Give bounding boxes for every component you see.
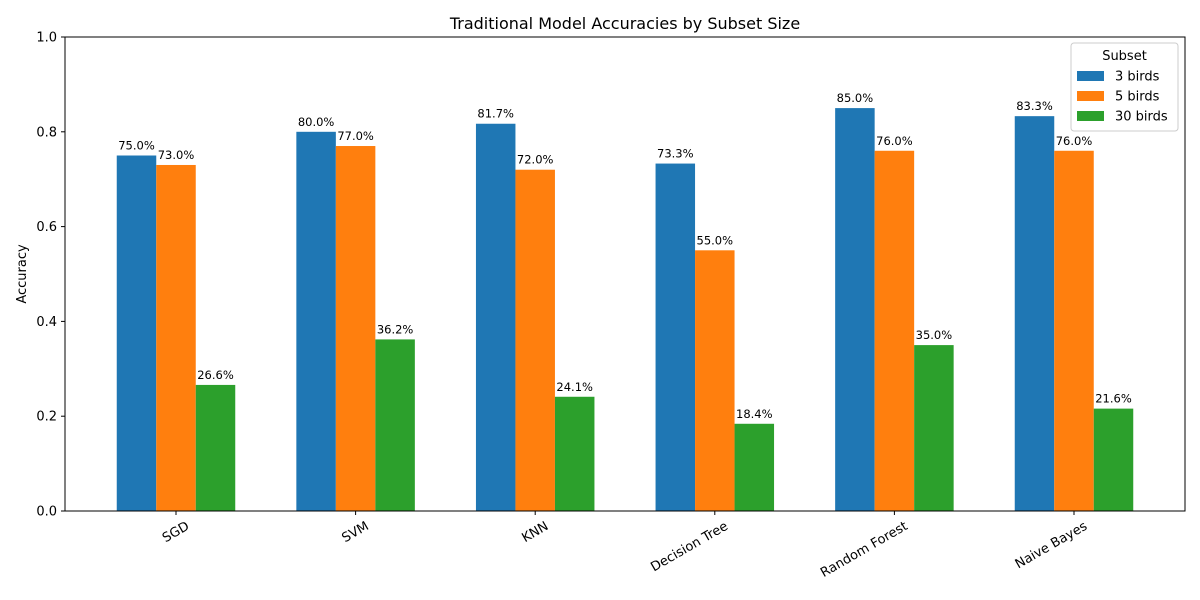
data-label-0-2: 81.7% xyxy=(477,107,514,121)
bar-0-1 xyxy=(296,131,336,512)
bar-1-5 xyxy=(1054,150,1094,511)
y-tick-label-4: 0.8 xyxy=(36,125,57,140)
y-tick-label-1: 0.2 xyxy=(36,410,57,425)
x-tick-label-5: Naive Bayes xyxy=(1013,519,1090,572)
bar-2-3 xyxy=(734,423,775,511)
bar-2-2 xyxy=(554,396,595,511)
bar-2-1 xyxy=(375,339,415,511)
data-label-0-4: 85.0% xyxy=(837,91,874,105)
bar-1-1 xyxy=(335,146,376,511)
bar-1-2 xyxy=(515,169,555,511)
y-axis: 0.0 0.2 0.4 0.6 0.8 1.0 xyxy=(36,31,65,520)
x-tick-label-3: Decision Tree xyxy=(648,519,730,575)
legend-box xyxy=(1070,42,1179,132)
data-label-2-1: 36.2% xyxy=(377,322,414,336)
legend-swatch-0 xyxy=(1077,71,1104,81)
legend-title: Subset xyxy=(1102,49,1147,64)
legend-swatch-1 xyxy=(1077,91,1104,101)
data-label-0-0: 75.0% xyxy=(118,139,155,153)
legend-label-2: 30 birds xyxy=(1115,110,1168,125)
bar-1-3 xyxy=(695,250,735,512)
bars-group xyxy=(116,108,1134,512)
bar-0-3 xyxy=(655,163,696,511)
data-label-1-2: 72.0% xyxy=(517,153,554,167)
bar-0-5 xyxy=(1014,116,1055,511)
chart-title: Traditional Model Accuracies by Subset S… xyxy=(449,14,800,33)
data-label-2-0: 26.6% xyxy=(197,368,234,382)
data-label-1-3: 55.0% xyxy=(697,233,734,247)
data-label-0-5: 83.3% xyxy=(1016,99,1053,113)
data-label-2-4: 35.0% xyxy=(916,328,953,342)
legend: Subset 3 birds 5 birds 30 birds xyxy=(1070,42,1179,132)
data-label-1-0: 73.0% xyxy=(158,148,195,162)
x-tick-label-4: Random Forest xyxy=(818,519,910,581)
x-tick-label-2: KNN xyxy=(519,519,551,546)
bar-2-0 xyxy=(195,384,236,511)
bar-0-4 xyxy=(835,108,875,511)
bar-2-4 xyxy=(914,345,954,511)
y-tick-label-5: 1.0 xyxy=(36,31,57,46)
data-label-1-4: 76.0% xyxy=(876,134,913,148)
data-labels-group: 75.0%73.0% 26.6% 80.0%77.0% 36.2% 81.7% 72.0%… xyxy=(118,91,1132,421)
bar-1-0 xyxy=(156,164,196,512)
bar-0-2 xyxy=(475,123,516,512)
legend-entries: 3 birds 5 birds 30 birds xyxy=(1077,70,1168,125)
data-label-0-3: 73.3% xyxy=(657,147,694,161)
x-axis: SGD SVM KNN Decision Tree Random Forest Naive… xyxy=(160,511,1090,581)
bar-2-5 xyxy=(1093,408,1134,511)
y-tick-label-2: 0.4 xyxy=(36,315,57,330)
data-label-0-1: 80.0% xyxy=(298,115,335,129)
y-tick-label-3: 0.6 xyxy=(36,220,57,235)
x-tick-label-0: SGD xyxy=(160,519,192,546)
legend-swatch-2 xyxy=(1077,111,1104,121)
data-label-1-1: 77.0% xyxy=(337,129,374,143)
x-tick-label-1: SVM xyxy=(340,519,372,546)
data-label-2-5: 21.6% xyxy=(1095,392,1132,406)
legend-label-1: 5 birds xyxy=(1115,90,1160,105)
y-axis-label: Accuracy xyxy=(15,244,30,304)
bar-1-4 xyxy=(874,150,915,511)
data-label-2-2: 24.1% xyxy=(556,380,593,394)
y-tick-label-0: 0.0 xyxy=(36,505,57,520)
data-label-2-3: 18.4% xyxy=(736,407,773,421)
data-label-1-5: 76.0% xyxy=(1056,134,1093,148)
bar-0-0 xyxy=(116,155,157,511)
plot-frame xyxy=(64,36,1186,512)
legend-label-0: 3 birds xyxy=(1115,70,1160,85)
